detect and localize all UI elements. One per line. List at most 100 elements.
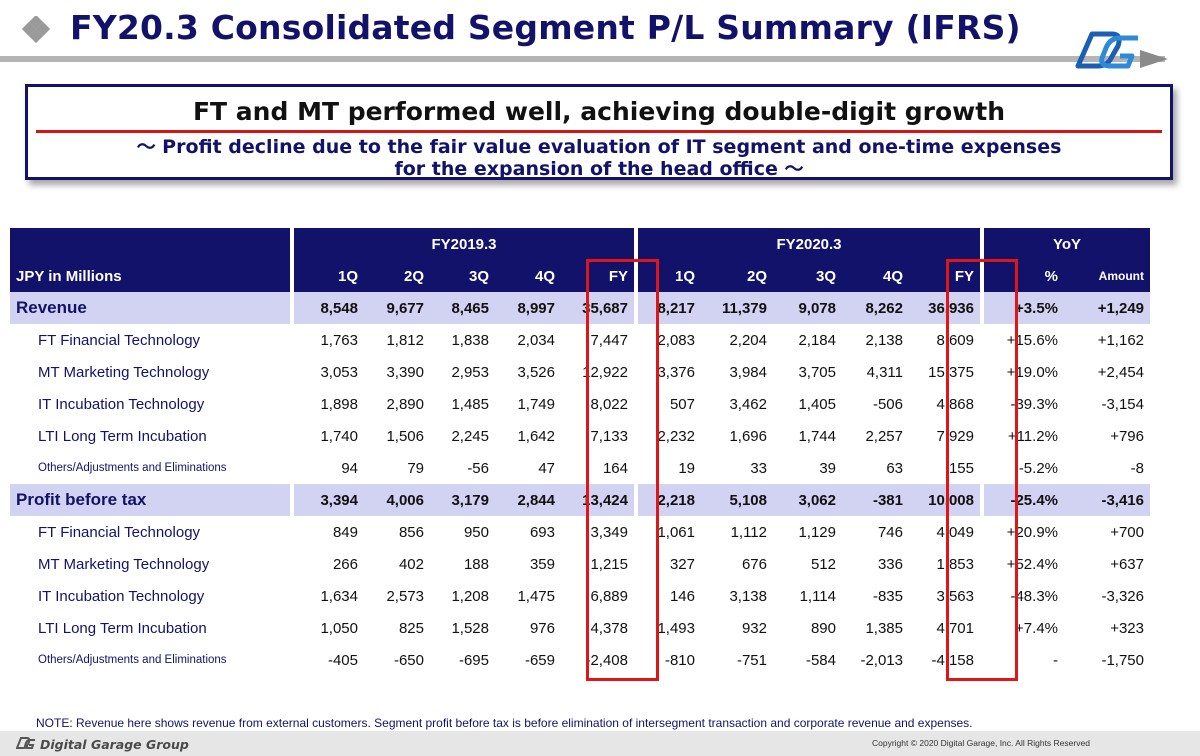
table-cell: -506 [872,395,903,413]
table-row: Revenue 8,548 9,677 8,465 8,997 35,687 8,217 11… [10,292,1150,324]
footer-bar [0,731,1200,756]
table-cell: 3,349 [590,523,628,541]
diamond-cluster-icon [22,16,50,44]
table-cell: 3,705 [798,363,836,381]
table-cell: +637 [1110,555,1144,573]
row-label: IT Incubation Technology [38,395,205,413]
callout-divider [36,130,1162,133]
table-cell: -2,013 [860,651,903,669]
footer-brand: Digital Garage Group [40,737,189,752]
table-cell: 2,083 [657,331,695,349]
row-label: Revenue [10,292,290,324]
table-cell: 1,528 [451,619,489,637]
table-cell: 2,034 [517,331,555,349]
table-cell: 8,217 [638,292,701,324]
table-cell: 1,208 [451,587,489,605]
table-cell: 327 [669,555,695,573]
table-cell: 1,475 [517,587,555,605]
table-cell: 856 [398,523,424,541]
table-header-columns: JPY in Millions 1Q 2Q 3Q 4Q FY 1Q 2Q 3Q … [10,260,1150,292]
table-cell: -5.2% [1018,459,1058,477]
table-cell: 3,390 [386,363,424,381]
table-cell: 3,376 [657,363,695,381]
table-cell: 7,447 [590,331,628,349]
fy2020-highlight-box [946,259,1018,681]
table-cell: 146 [669,587,695,605]
table-cell: 4,006 [364,484,430,516]
table-cell: 1,642 [517,427,555,445]
table-cell: -3,416 [1064,484,1150,516]
row-label: Others/Adjustments and Eliminations [38,654,227,666]
row-label: MT Marketing Technology [38,555,210,573]
table-cell: 8,609 [936,331,974,349]
copyright: Copyright © 2020 Digital Garage, Inc. Al… [872,738,1090,748]
table-cell: 676 [741,555,767,573]
table-row: IT Incubation Technology 1,898 2,890 1,485 1… [10,388,1150,420]
col-2q: 2Q [364,260,430,292]
table-row: IT Incubation Technology 1,634 2,573 1,208 1… [10,580,1150,612]
table-cell: 11,379 [701,292,773,324]
table-cell: -56 [467,459,489,477]
table-cell: 4,701 [936,619,974,637]
table-cell: -48.3% [1010,587,1058,605]
table-cell: 1,634 [320,587,358,605]
table-cell: 1,405 [798,395,836,413]
table-cell: 164 [602,459,628,477]
row-label: Others/Adjustments and Eliminations [38,462,227,474]
table-cell: 8,022 [590,395,628,413]
table-cell: 3,526 [517,363,555,381]
table-cell: +1,249 [1064,292,1150,324]
col-pct: % [984,260,1064,292]
col-2q: 2Q [701,260,773,292]
table-cell: +15.6% [1006,331,1058,349]
table-cell: 1,061 [657,523,695,541]
table-cell: 19 [678,459,695,477]
table-cell: 7,929 [936,427,974,445]
col-fy: FY [909,260,980,292]
header-blank [10,228,290,260]
table-cell: 1,385 [865,619,903,637]
table-cell: -584 [805,651,836,669]
table-cell: 693 [529,523,555,541]
col-fy: FY [561,260,634,292]
table-row: MT Marketing Technology 266 402 188 359 1,215… [10,548,1150,580]
row-label: IT Incubation Technology [38,587,205,605]
table-cell: +700 [1110,523,1144,541]
row-label: LTI Long Term Incubation [38,427,207,445]
table-row: FT Financial Technology 849 856 950 693 3,349… [10,516,1150,548]
table-cell: 507 [669,395,695,413]
table-cell: +7.4% [1015,619,1058,637]
row-label: MT Marketing Technology [38,363,210,381]
table-cell: 1,485 [451,395,489,413]
table-cell: +20.9% [1006,523,1058,541]
table-cell: 512 [810,555,836,573]
table-cell: 2,890 [386,395,424,413]
footnote: NOTE: Revenue here shows revenue from ex… [36,716,973,730]
segment-pl-table: FY2019.3 FY2020.3 YoY JPY in Millions 1Q… [10,228,1150,676]
table-cell: +1,162 [1097,331,1144,349]
callout-headline: FT and MT performed well, achieving doub… [192,97,1006,126]
table-cell: -381 [842,484,909,516]
group-fy2020: FY2020.3 [638,228,980,260]
col-3q: 3Q [773,260,842,292]
table-cell: +2,454 [1097,363,1144,381]
table-cell: 5,108 [701,484,773,516]
table-cell: 1,749 [517,395,555,413]
table-cell: 3,462 [729,395,767,413]
summary-callout: FT and MT performed well, achieving doub… [25,84,1173,180]
table-cell: 188 [463,555,489,573]
table-cell: -25.4% [984,484,1064,516]
table-cell: 1,129 [798,523,836,541]
group-fy2019: FY2019.3 [294,228,634,260]
col-4q: 4Q [842,260,909,292]
table-cell: 336 [877,555,903,573]
table-cell: -2,408 [585,651,628,669]
callout-subtext-line1: ～ Profit decline due to the fair value e… [136,136,1062,158]
table-cell: 932 [741,619,767,637]
page-title: FY20.3 Consolidated Segment P/L Summary … [70,8,1021,47]
table-cell: 1,744 [798,427,836,445]
table-cell: 3,984 [729,363,767,381]
row-label: LTI Long Term Incubation [38,619,207,637]
table-cell: 9,677 [364,292,430,324]
table-cell: +3.5% [984,292,1064,324]
